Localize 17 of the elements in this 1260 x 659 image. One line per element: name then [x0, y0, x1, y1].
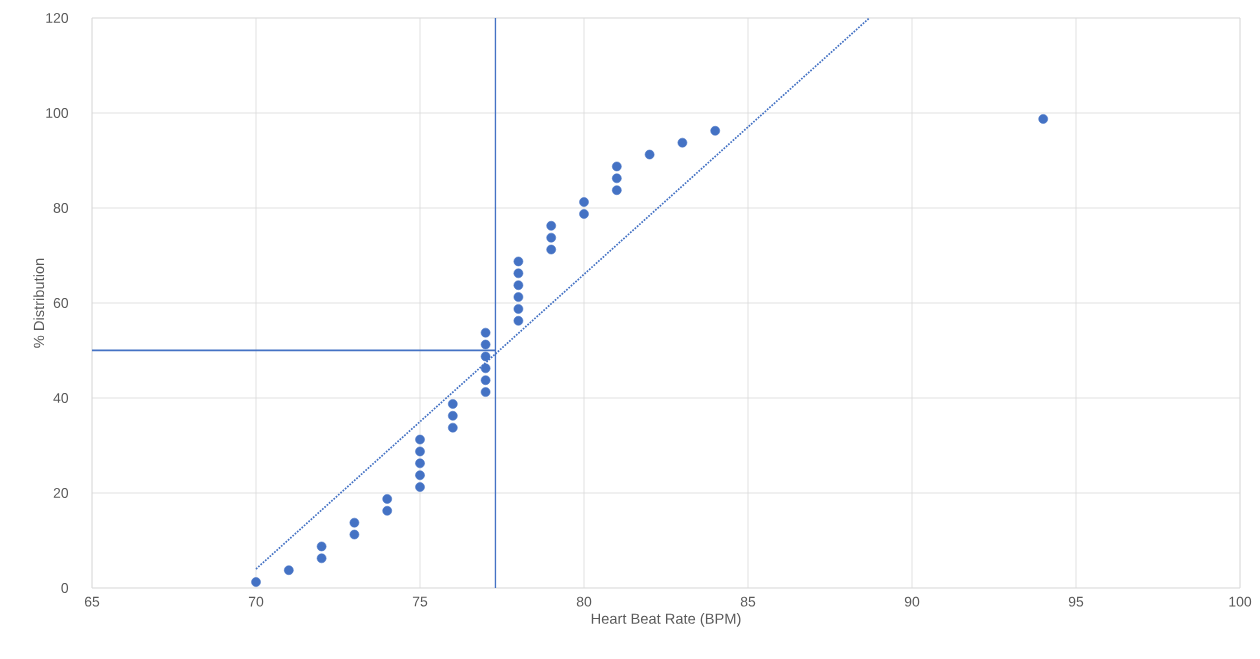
y-tick-label: 80 [53, 203, 69, 213]
x-tick-label: 65 [84, 596, 100, 607]
x-tick-label: 90 [904, 596, 920, 607]
y-tick-label: 120 [46, 13, 69, 23]
y-tick-label: 60 [53, 298, 69, 308]
y-tick-label: 0 [61, 583, 69, 593]
x-axis-title: Heart Beat Rate (BPM) [591, 613, 741, 627]
x-tick-label: 85 [740, 596, 756, 607]
y-tick-label: 100 [46, 108, 69, 118]
x-tick-label: 100 [1229, 596, 1252, 607]
y-tick-label: 20 [53, 488, 69, 498]
x-tick-label: 95 [1068, 596, 1084, 607]
x-tick-label: 80 [576, 596, 592, 607]
y-tick-label: 40 [53, 393, 69, 403]
y-axis-title: % Distribution [33, 258, 45, 348]
x-tick-label: 70 [248, 596, 264, 607]
x-tick-label: 75 [412, 596, 428, 607]
